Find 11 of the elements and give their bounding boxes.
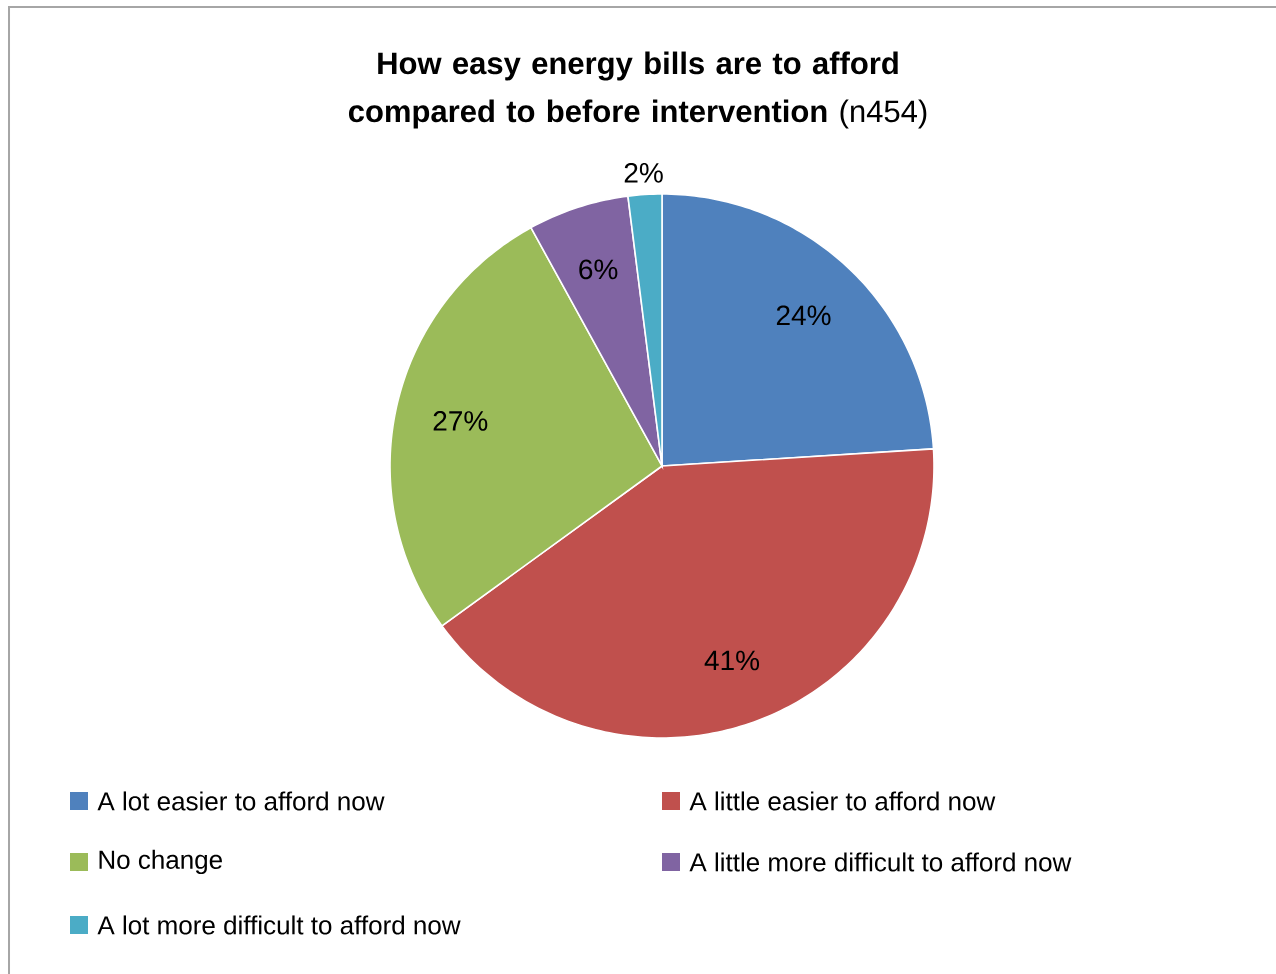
legend-label: A little easier to afford now: [689, 791, 996, 811]
legend-label: A little more difficult to afford now: [689, 852, 1072, 872]
data-label: 24%: [776, 305, 831, 326]
chart-title: How easy energy bills are to afford compared to before intervention (n454): [348, 51, 927, 129]
data-label: 41%: [704, 650, 760, 671]
data-label: 27%: [433, 411, 488, 431]
legend-label: A lot more difficult to afford now: [97, 915, 461, 935]
legend-label: No change: [99, 849, 222, 875]
data-label: 6%: [579, 259, 618, 280]
data-label: 2%: [624, 162, 663, 183]
legend-label: A lot easier to afford now: [97, 791, 385, 811]
